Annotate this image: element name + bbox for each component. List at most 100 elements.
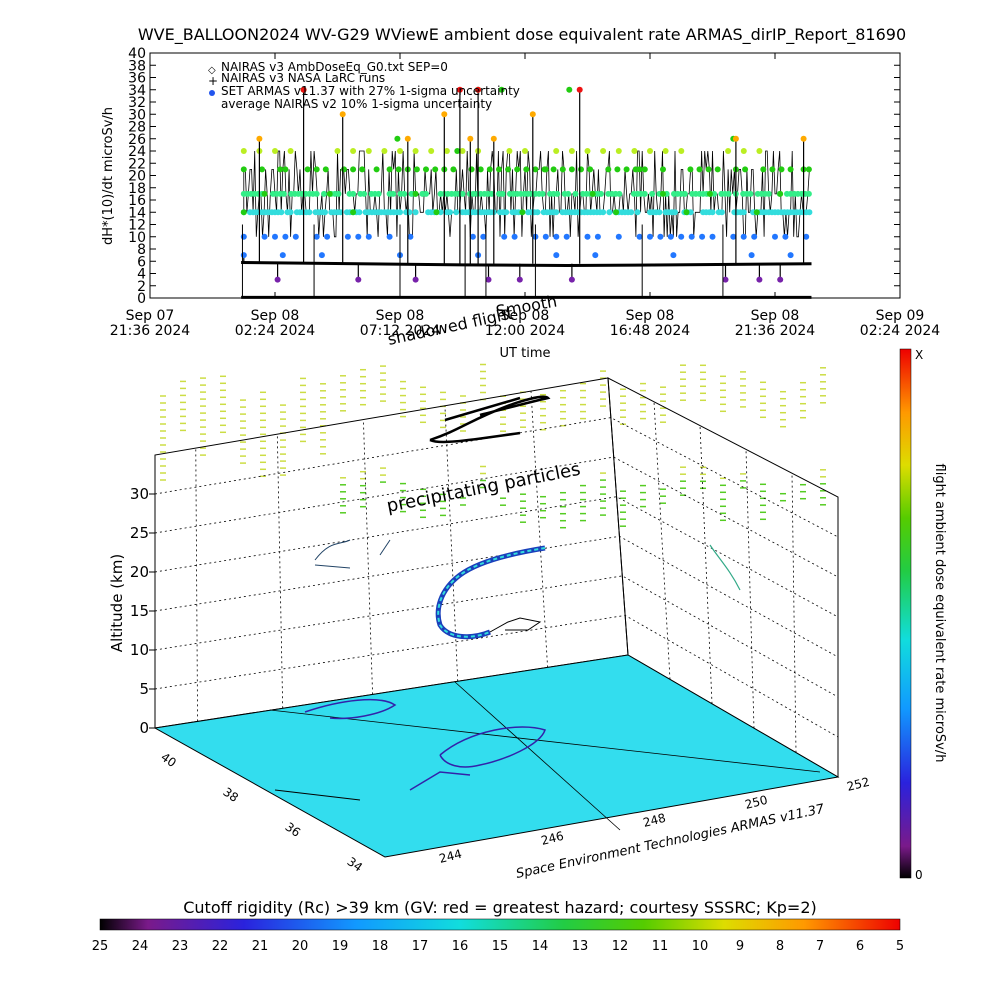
wall-grid-line — [362, 419, 373, 695]
armas-dot — [272, 148, 278, 154]
rigidity-tick-label: 8 — [776, 939, 784, 954]
x-tick-label-time: 07:12 2024 — [360, 323, 441, 339]
armas-dot — [413, 166, 420, 173]
armas-dot — [350, 148, 357, 154]
armas-dot — [598, 190, 604, 197]
armas-dot — [278, 209, 285, 216]
armas-dot — [667, 233, 674, 240]
y-tick-label: 22 — [128, 156, 146, 172]
armas-dot — [381, 148, 388, 154]
armas-dot — [709, 209, 716, 216]
armas-dot — [662, 148, 669, 154]
armas-outlier — [485, 276, 492, 283]
rigidity-colorbar: Cutoff rigidity (Rc) >39 km (GV: red = g… — [92, 898, 904, 954]
y-tick-label: 36 — [128, 71, 146, 87]
armas-point — [519, 209, 526, 216]
armas-dot — [656, 209, 663, 216]
armas-dot — [443, 148, 450, 154]
armas-outlier — [475, 86, 482, 93]
flight-track-shadow-side — [709, 544, 741, 591]
armas-dot — [503, 209, 510, 216]
armas-outlier — [490, 135, 497, 142]
rigidity-tick-label: 7 — [816, 939, 824, 954]
y-tick-label: 16 — [128, 193, 146, 209]
armas-outlier — [732, 135, 739, 142]
armas-dot — [437, 209, 444, 216]
armas-dot — [615, 233, 622, 240]
armas-dot — [532, 166, 539, 173]
armas-dot — [631, 148, 638, 154]
armas-dot — [747, 190, 754, 197]
legend-entry-0: NAIRAS v3 AmbDoseEq_G0.txt SEP=0 — [221, 60, 448, 74]
armas-point — [613, 209, 620, 216]
armas-point — [282, 166, 289, 173]
altitude-tick-label: 30 — [130, 485, 149, 503]
armas-dot — [501, 233, 508, 240]
y-tick-label: 6 — [137, 254, 146, 270]
wall-grid-line — [195, 448, 198, 722]
armas-dot — [459, 148, 466, 154]
armas-point — [777, 190, 784, 197]
rigidity-tick-label: 10 — [692, 939, 709, 954]
rigidity-tick-label: 14 — [532, 939, 549, 954]
armas-outlier — [300, 86, 307, 93]
armas-dot — [787, 252, 794, 259]
armas-dot — [687, 209, 694, 216]
armas-outlier — [256, 135, 263, 142]
rigidity-tick-label: 24 — [132, 939, 149, 954]
legend-marker-diamond: ◇ — [208, 65, 216, 76]
longitude-tick-label: 244 — [438, 847, 464, 866]
y-tick-label: 14 — [128, 205, 146, 221]
armas-dot — [587, 166, 594, 173]
side-grid-line — [791, 473, 797, 753]
legend-marker-plus: + — [208, 74, 218, 88]
armas-dot — [386, 166, 393, 173]
armas-dot — [523, 166, 530, 173]
armas-dot — [605, 166, 612, 173]
armas-dot — [705, 166, 712, 173]
armas-dot — [623, 166, 630, 173]
armas-point — [433, 209, 440, 216]
wall-grid-line — [530, 391, 548, 668]
armas-dot — [670, 252, 677, 259]
armas-dot — [678, 233, 685, 240]
armas-outlier — [529, 111, 536, 118]
armas-dot — [553, 252, 560, 259]
altitude-tick-label: 20 — [130, 563, 149, 581]
armas-outlier — [412, 276, 419, 283]
latitude-tick-label: 34 — [345, 854, 366, 874]
armas-dot — [699, 233, 706, 240]
armas-dot — [787, 166, 794, 173]
altitude-axis-label: Altitude (km) — [108, 554, 126, 652]
longitude-tick-label: 246 — [540, 829, 566, 848]
armas-dot — [657, 233, 664, 240]
x-tick-label-date: Sep 09 — [876, 308, 925, 324]
armas-dot — [397, 209, 403, 216]
armas-dot — [711, 190, 718, 197]
armas-dot — [322, 209, 328, 216]
armas-dot — [350, 166, 357, 173]
armas-point — [412, 190, 419, 197]
armas-dot — [240, 233, 247, 240]
armas-dot — [553, 233, 560, 240]
y-tick-label: 8 — [137, 242, 146, 258]
rigidity-colorbar-label: Cutoff rigidity (Rc) >39 km (GV: red = g… — [183, 898, 817, 917]
armas-outlier — [355, 276, 362, 283]
armas-dot — [606, 209, 613, 216]
armas-dot — [592, 252, 599, 259]
armas-dot — [803, 233, 810, 240]
armas-dot — [559, 166, 566, 173]
armas-dot — [334, 148, 341, 154]
flight-track-shadow-wall — [314, 539, 391, 569]
y-axis-label: dH*(10)/dt microSv/h — [101, 107, 116, 245]
armas-point — [498, 86, 505, 93]
armas-dot — [615, 148, 622, 154]
rigidity-tick-label: 16 — [452, 939, 469, 954]
floor-contour — [304, 698, 397, 720]
armas-dot — [672, 209, 678, 216]
armas-dot — [313, 233, 320, 240]
flight-track-shadow-top — [429, 395, 551, 444]
armas-dot — [450, 166, 457, 173]
